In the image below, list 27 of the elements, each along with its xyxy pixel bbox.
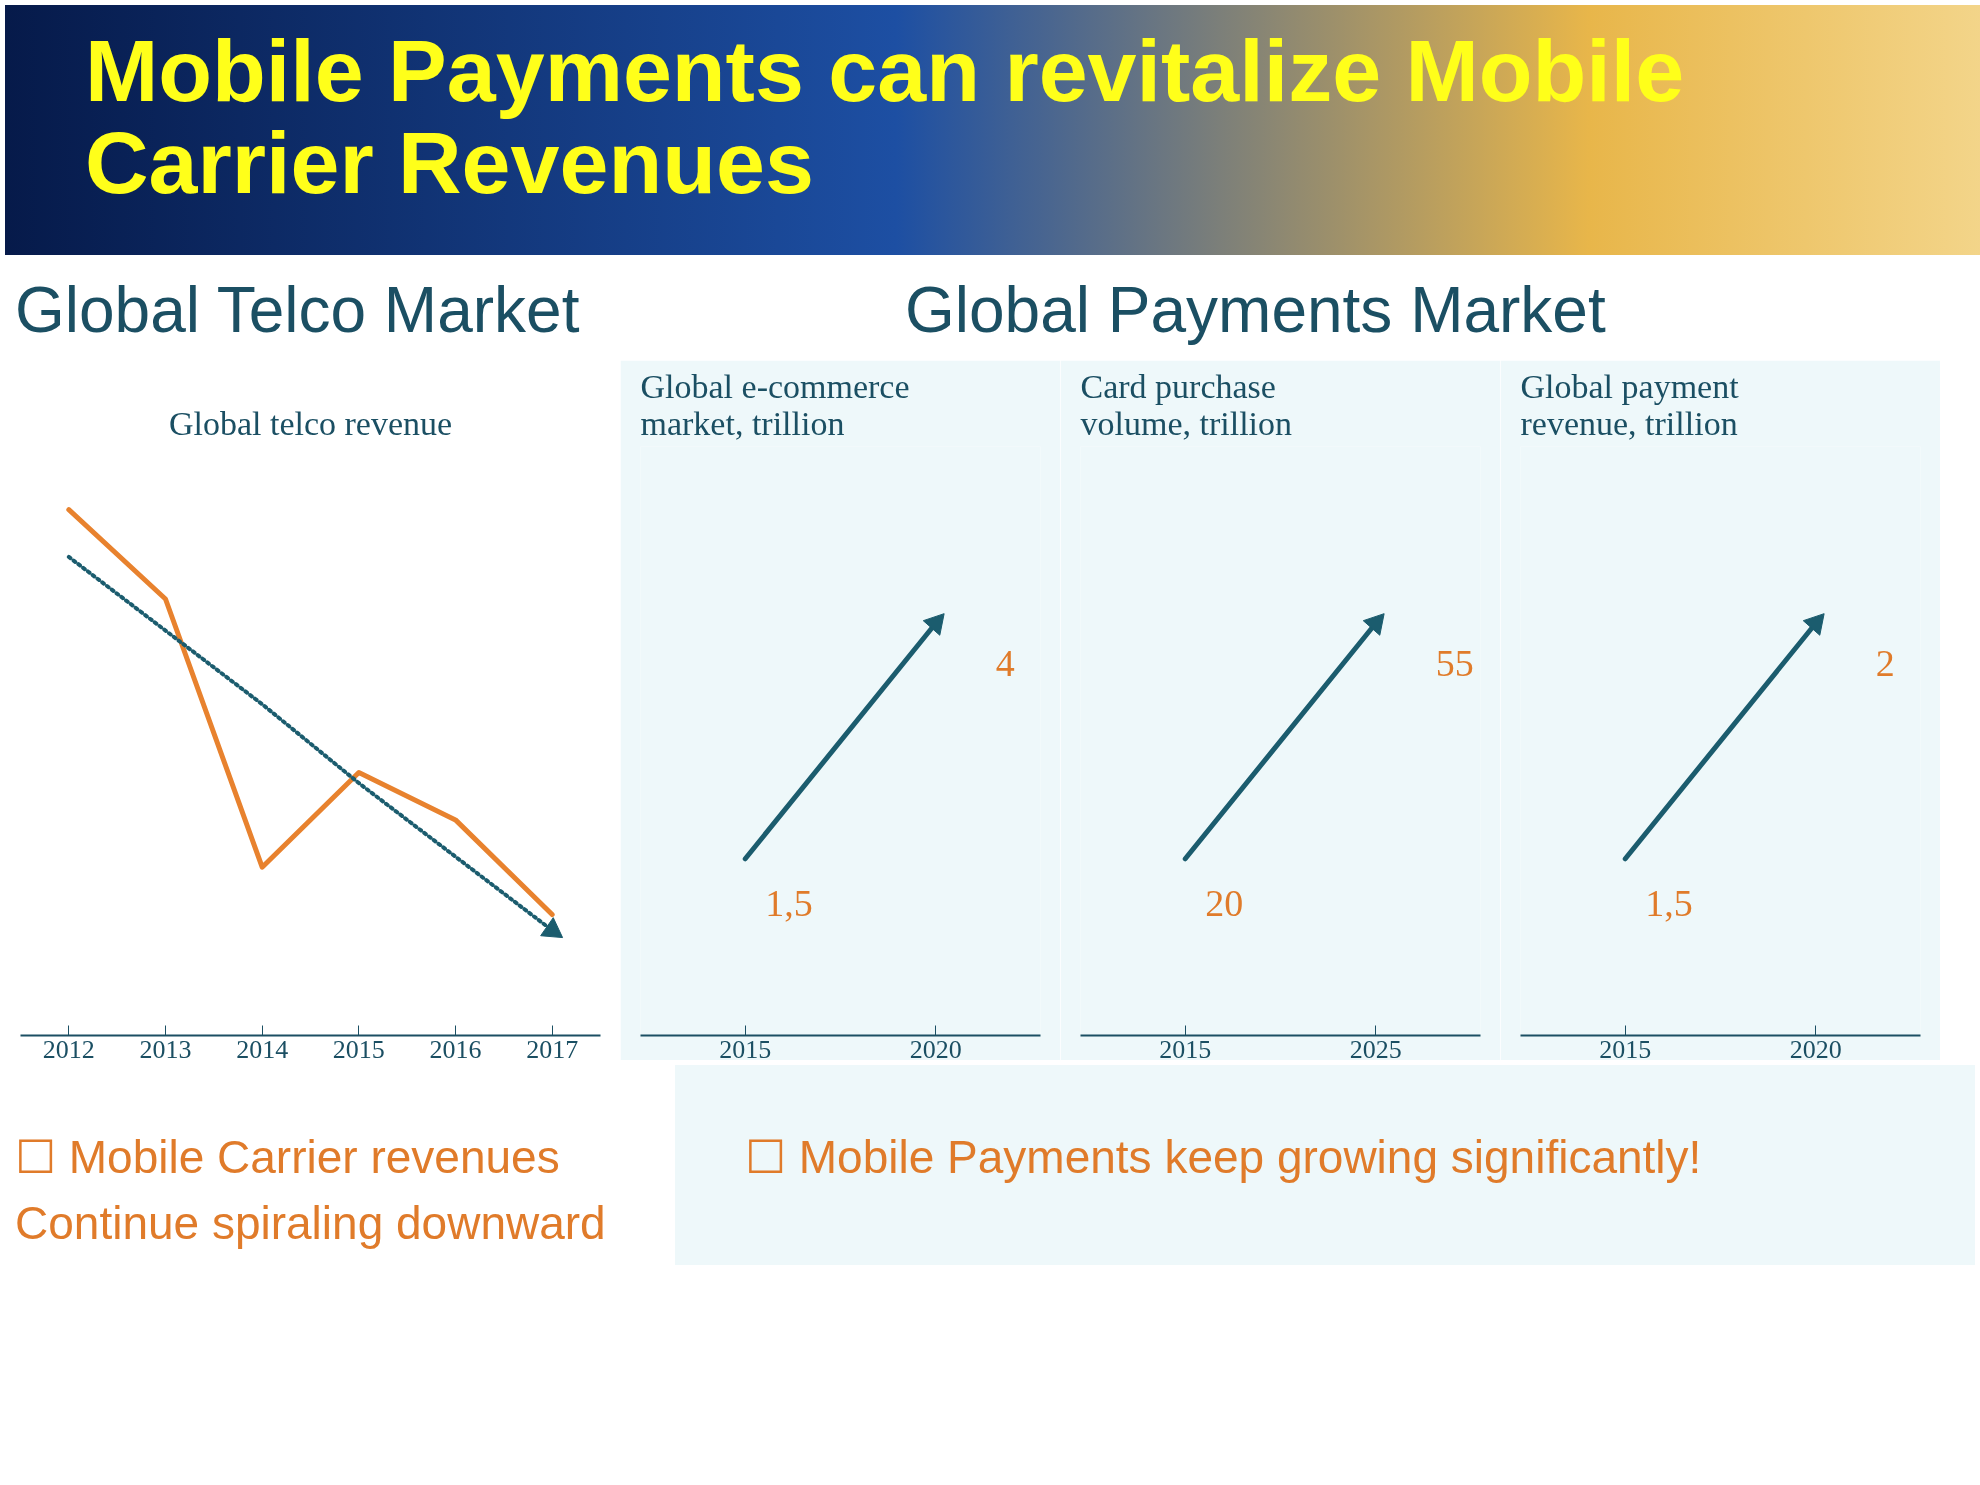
- x-tick-label: 2015: [1599, 1034, 1652, 1064]
- data-label: 20: [1205, 882, 1244, 925]
- text: Global Payments Market: [905, 273, 1606, 348]
- data-label: 55: [1435, 641, 1474, 684]
- text: ☐ Mobile Carrier revenues Continue spiraling downward: [15, 1130, 607, 1251]
- x-tick-label: 2014: [236, 1034, 289, 1064]
- data-label: 1,5: [765, 882, 813, 925]
- chart-title: Card purchase volume, trillion: [1080, 367, 1293, 442]
- x-tick-label: 2015: [1159, 1034, 1212, 1064]
- data-label: 4: [995, 641, 1015, 684]
- chart-title: Global payment revenue, trillion: [1520, 367, 1740, 442]
- chart-title: Global telco revenue: [168, 404, 453, 442]
- x-tick-label: 2015: [332, 1034, 385, 1064]
- text: Mobile Payments can revitalize Mobile Carrier Revenues: [85, 21, 1686, 213]
- x-tick-label: 2016: [429, 1034, 482, 1064]
- text: ☐ Mobile Payments keep growing significantly!: [745, 1130, 1702, 1185]
- x-tick-label: 2020: [909, 1034, 962, 1064]
- x-tick-label: 2015: [719, 1034, 772, 1064]
- x-tick-label: 2013: [139, 1034, 192, 1064]
- data-label: 1,5: [1645, 882, 1693, 925]
- x-tick-label: 2025: [1349, 1034, 1402, 1064]
- text: Global Telco Market: [15, 273, 580, 348]
- chart-title: Global e-commerce market, trillion: [640, 367, 910, 442]
- x-tick-label: 2020: [1789, 1034, 1842, 1064]
- data-label: 2: [1875, 641, 1895, 684]
- x-tick-label: 2012: [42, 1034, 95, 1064]
- x-tick-label: 2017: [526, 1034, 579, 1064]
